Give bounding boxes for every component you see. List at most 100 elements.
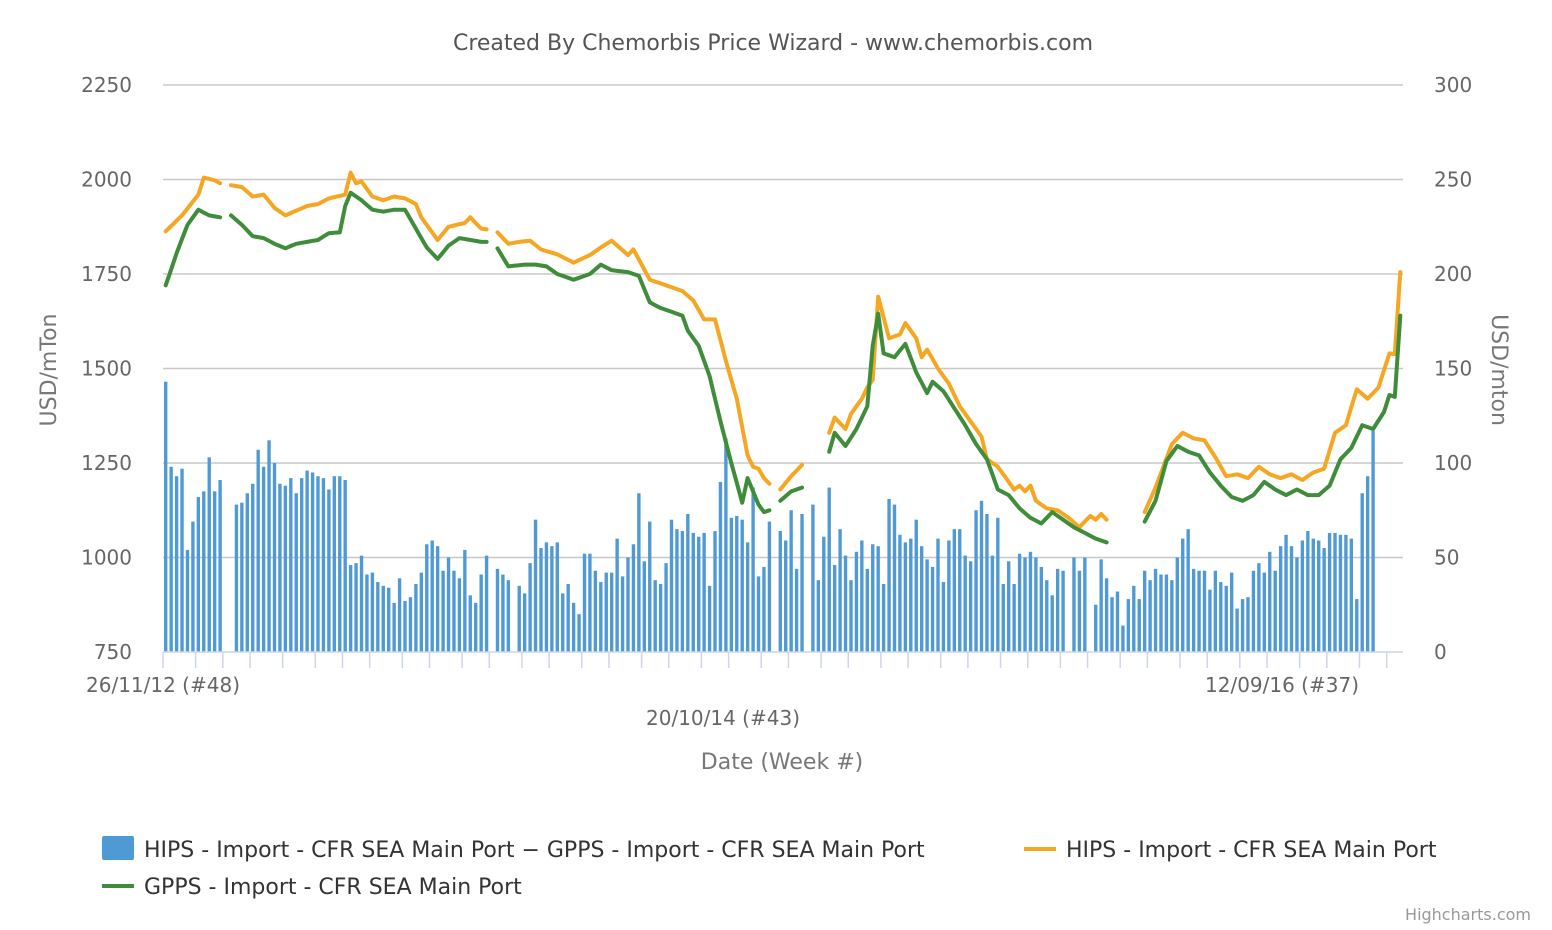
diff-bar (963, 555, 967, 652)
diff-bar (1230, 572, 1234, 652)
y-right-tick-label: 150 (1434, 357, 1472, 381)
diff-bar (936, 538, 940, 652)
diff-bar (1284, 534, 1288, 652)
diff-bar (832, 565, 837, 652)
diff-bar (202, 491, 206, 652)
diff-bar (256, 449, 260, 652)
diff-bar (403, 600, 407, 652)
diff-bar (300, 478, 304, 652)
diff-bar (784, 540, 788, 652)
diff-bar (1072, 557, 1076, 652)
credits[interactable]: Highcharts.com (1405, 905, 1531, 924)
diff-bar (637, 493, 641, 652)
hips-line-segment (495, 230, 772, 486)
diff-bar (996, 517, 1000, 652)
diff-bar (1268, 551, 1272, 652)
diff-bar (686, 514, 690, 652)
diff-bar (974, 510, 978, 652)
hips-line-segment (163, 175, 223, 234)
diff-bar (615, 538, 619, 652)
diff-bar (653, 580, 657, 652)
hips-line-segment (1142, 270, 1403, 515)
diff-bar (1295, 557, 1299, 652)
diff-bar (1365, 476, 1370, 652)
diff-bar (1344, 534, 1348, 652)
diff-bar (370, 572, 375, 652)
diff-bar (1333, 532, 1337, 652)
diff-bar (1094, 604, 1098, 652)
diff-bar (1197, 570, 1201, 652)
diff-bar (191, 521, 195, 652)
legend-label-diff: HIPS - Import - CFR SEA Main Port − GPPS… (144, 838, 925, 863)
diff-bar (1175, 557, 1179, 652)
diff-bar (327, 489, 331, 652)
diff-bar (843, 555, 848, 652)
gpps-line-segment (1142, 313, 1403, 524)
diff-bar (669, 519, 674, 652)
diff-bar (1208, 589, 1212, 652)
diff-bar (1224, 585, 1228, 652)
diff-bar (822, 536, 826, 652)
diff-bar (626, 557, 630, 652)
legend-item-hips[interactable]: HIPS - Import - CFR SEA Main Port (1024, 838, 1437, 863)
axes: 750 1000 1250 1500 1750 2000 2250 0 50 100 150 200 2… (81, 73, 1472, 730)
y-right-tick-label: 0 (1434, 640, 1447, 664)
diff-bar (196, 497, 201, 652)
diff-bar (675, 529, 679, 652)
diff-bar (419, 572, 424, 652)
diff-bar (854, 551, 859, 652)
diff-bar (794, 568, 799, 652)
diff-bar (468, 595, 472, 652)
diff-bar (1246, 597, 1250, 652)
diff-bar (941, 582, 946, 652)
y-axis-left-title: USD/mTon (37, 314, 62, 427)
diff-bar (599, 582, 603, 652)
diff-bar (359, 555, 364, 652)
y-left-tick-label: 1250 (81, 451, 132, 475)
diff-bar (762, 566, 766, 652)
diff-bar (1186, 529, 1190, 652)
diff-bar (414, 583, 418, 652)
diff-bar (838, 529, 842, 652)
diff-bar (1257, 563, 1261, 652)
diff-bar (1349, 538, 1354, 652)
diff-bar (1126, 599, 1131, 652)
diff-bar (724, 438, 728, 652)
diff-bar (212, 491, 217, 652)
diff-bar (718, 481, 723, 652)
diff-bar (985, 514, 989, 652)
diff-bar (1104, 578, 1109, 652)
diff-bar (566, 583, 570, 652)
diff-bar (289, 478, 293, 652)
diff-bar (648, 521, 652, 652)
diff-bar (1213, 570, 1218, 652)
diff-bar (789, 510, 793, 652)
diff-bar (593, 570, 598, 652)
diff-bar (1159, 574, 1163, 652)
diff-bar (1148, 580, 1152, 652)
diff-bar (952, 529, 956, 652)
diff-bar (860, 540, 864, 652)
diff-bar (533, 519, 538, 652)
diff-bar (947, 540, 951, 652)
y-right-tick-label: 200 (1434, 262, 1472, 286)
diff-bar (745, 542, 750, 652)
diff-bar (620, 576, 625, 652)
diff-bar (1273, 570, 1277, 652)
y-right-tick-label: 100 (1434, 451, 1472, 475)
diff-bar (463, 549, 467, 652)
legend-item-diff[interactable]: HIPS - Import - CFR SEA Main Port − GPPS… (102, 836, 925, 863)
diff-bar (1028, 551, 1033, 652)
diff-bar (1045, 580, 1049, 652)
diff-bar (425, 544, 429, 652)
diff-bar (1055, 568, 1060, 652)
diff-bar (658, 583, 663, 652)
diff-bar (392, 602, 396, 652)
diff-bar (751, 487, 755, 652)
legend-item-gpps[interactable]: GPPS - Import - CFR SEA Main Port (102, 875, 522, 900)
diff-bar (582, 553, 587, 652)
diff-bar (697, 536, 701, 652)
y-right-tick-label: 250 (1434, 168, 1472, 192)
diff-bar (316, 476, 320, 652)
diff-bar (1289, 546, 1294, 652)
